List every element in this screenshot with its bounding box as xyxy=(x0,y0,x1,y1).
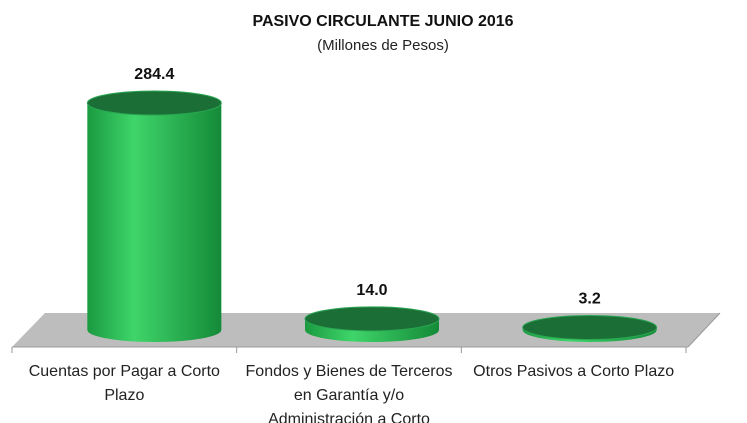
x-tick-label: Fondos y Bienes de Terceros en Garantía … xyxy=(245,363,453,423)
chart-title: PASIVO CIRCULANTE JUNIO 2016 xyxy=(252,13,513,30)
data-label: 284.4 xyxy=(134,66,174,83)
x-tick-label: Cuentas por Pagar a Corto Plazo xyxy=(28,363,220,404)
data-label: 3.2 xyxy=(579,290,601,307)
cylinder-top xyxy=(522,314,658,340)
cylinder-body xyxy=(87,103,222,342)
chart-subtitle: (Millones de Pesos) xyxy=(317,37,449,54)
data-label: 14.0 xyxy=(356,282,387,299)
cylinder-top xyxy=(86,90,222,116)
x-tick-label: Otros Pasivos a Corto Plazo xyxy=(473,363,675,380)
cylinder-top xyxy=(304,306,440,332)
axis-line xyxy=(687,312,721,348)
